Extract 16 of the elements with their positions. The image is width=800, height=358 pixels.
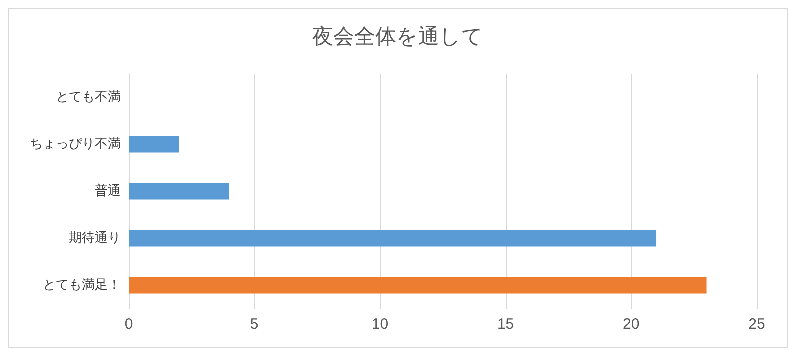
bar <box>129 136 180 153</box>
chart-title: 夜会全体を通して <box>312 24 484 48</box>
y-tick-label: 期待通り <box>69 231 121 246</box>
y-tick-label: 普通 <box>95 183 121 199</box>
y-tick-label: ちょっぴり不満 <box>30 137 121 152</box>
bar <box>129 230 657 247</box>
y-tick-label: とても満足！ <box>43 278 121 293</box>
y-tick-label: とても不満 <box>56 90 121 105</box>
x-tick-label: 20 <box>623 316 640 333</box>
x-tick-label: 15 <box>497 316 514 333</box>
x-tick-label: 5 <box>250 316 259 333</box>
x-tick-label: 0 <box>124 316 134 333</box>
x-tick-label: 25 <box>748 316 766 333</box>
x-tick-label: 10 <box>372 316 389 333</box>
bar <box>129 277 707 294</box>
bar <box>129 183 230 200</box>
